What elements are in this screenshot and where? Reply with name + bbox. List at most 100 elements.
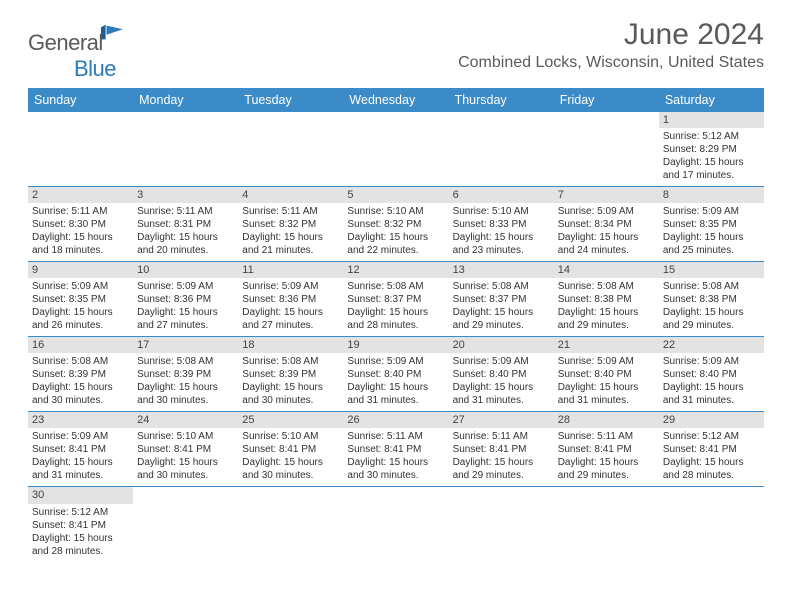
calendar-cell bbox=[554, 112, 659, 187]
sunset-line: Sunset: 8:41 PM bbox=[558, 443, 655, 456]
day-number: 25 bbox=[238, 412, 343, 428]
brand-name: GeneralBlue bbox=[28, 24, 123, 82]
day-details: Sunrise: 5:08 AMSunset: 8:39 PMDaylight:… bbox=[133, 353, 238, 411]
calendar-cell: 21Sunrise: 5:09 AMSunset: 8:40 PMDayligh… bbox=[554, 337, 659, 412]
day-details: Sunrise: 5:08 AMSunset: 8:39 PMDaylight:… bbox=[238, 353, 343, 411]
calendar-cell bbox=[238, 112, 343, 187]
calendar-cell: 13Sunrise: 5:08 AMSunset: 8:37 PMDayligh… bbox=[449, 262, 554, 337]
sunset-line: Sunset: 8:38 PM bbox=[663, 293, 760, 306]
day-number: 2 bbox=[28, 187, 133, 203]
sunset-line: Sunset: 8:39 PM bbox=[242, 368, 339, 381]
calendar-cell: 23Sunrise: 5:09 AMSunset: 8:41 PMDayligh… bbox=[28, 412, 133, 487]
day-number: 10 bbox=[133, 262, 238, 278]
calendar-cell: 28Sunrise: 5:11 AMSunset: 8:41 PMDayligh… bbox=[554, 412, 659, 487]
calendar-cell: 16Sunrise: 5:08 AMSunset: 8:39 PMDayligh… bbox=[28, 337, 133, 412]
sunrise-line: Sunrise: 5:08 AM bbox=[137, 355, 234, 368]
sunrise-line: Sunrise: 5:08 AM bbox=[453, 280, 550, 293]
sunset-line: Sunset: 8:41 PM bbox=[347, 443, 444, 456]
daylight-line: Daylight: 15 hours and 20 minutes. bbox=[137, 231, 234, 257]
day-number: 17 bbox=[133, 337, 238, 353]
sunset-line: Sunset: 8:41 PM bbox=[242, 443, 339, 456]
day-number: 1 bbox=[659, 112, 764, 128]
day-details: Sunrise: 5:09 AMSunset: 8:36 PMDaylight:… bbox=[133, 278, 238, 336]
day-number: 15 bbox=[659, 262, 764, 278]
day-details: Sunrise: 5:10 AMSunset: 8:33 PMDaylight:… bbox=[449, 203, 554, 261]
calendar-cell bbox=[343, 487, 448, 562]
calendar-row: 30Sunrise: 5:12 AMSunset: 8:41 PMDayligh… bbox=[28, 487, 764, 562]
sunset-line: Sunset: 8:40 PM bbox=[663, 368, 760, 381]
calendar-cell bbox=[343, 112, 448, 187]
calendar-cell: 12Sunrise: 5:08 AMSunset: 8:37 PMDayligh… bbox=[343, 262, 448, 337]
day-details: Sunrise: 5:10 AMSunset: 8:32 PMDaylight:… bbox=[343, 203, 448, 261]
sunrise-line: Sunrise: 5:10 AM bbox=[347, 205, 444, 218]
calendar-cell bbox=[133, 112, 238, 187]
sunrise-line: Sunrise: 5:12 AM bbox=[663, 430, 760, 443]
day-number: 27 bbox=[449, 412, 554, 428]
daylight-line: Daylight: 15 hours and 30 minutes. bbox=[32, 381, 129, 407]
sunset-line: Sunset: 8:32 PM bbox=[347, 218, 444, 231]
daylight-line: Daylight: 15 hours and 30 minutes. bbox=[347, 456, 444, 482]
calendar-cell: 20Sunrise: 5:09 AMSunset: 8:40 PMDayligh… bbox=[449, 337, 554, 412]
calendar-cell: 2Sunrise: 5:11 AMSunset: 8:30 PMDaylight… bbox=[28, 187, 133, 262]
calendar-cell bbox=[449, 112, 554, 187]
daylight-line: Daylight: 15 hours and 24 minutes. bbox=[558, 231, 655, 257]
day-details: Sunrise: 5:11 AMSunset: 8:30 PMDaylight:… bbox=[28, 203, 133, 261]
weekday-header: Thursday bbox=[449, 88, 554, 112]
sunrise-line: Sunrise: 5:09 AM bbox=[453, 355, 550, 368]
sunset-line: Sunset: 8:30 PM bbox=[32, 218, 129, 231]
day-details: Sunrise: 5:08 AMSunset: 8:37 PMDaylight:… bbox=[343, 278, 448, 336]
sunrise-line: Sunrise: 5:12 AM bbox=[663, 130, 760, 143]
day-number: 30 bbox=[28, 487, 133, 503]
daylight-line: Daylight: 15 hours and 31 minutes. bbox=[453, 381, 550, 407]
calendar-cell: 4Sunrise: 5:11 AMSunset: 8:32 PMDaylight… bbox=[238, 187, 343, 262]
calendar-cell: 15Sunrise: 5:08 AMSunset: 8:38 PMDayligh… bbox=[659, 262, 764, 337]
daylight-line: Daylight: 15 hours and 25 minutes. bbox=[663, 231, 760, 257]
daylight-line: Daylight: 15 hours and 28 minutes. bbox=[32, 532, 129, 558]
sunrise-line: Sunrise: 5:08 AM bbox=[663, 280, 760, 293]
calendar-cell: 9Sunrise: 5:09 AMSunset: 8:35 PMDaylight… bbox=[28, 262, 133, 337]
sunset-line: Sunset: 8:38 PM bbox=[558, 293, 655, 306]
calendar-cell: 11Sunrise: 5:09 AMSunset: 8:36 PMDayligh… bbox=[238, 262, 343, 337]
daylight-line: Daylight: 15 hours and 29 minutes. bbox=[558, 306, 655, 332]
daylight-line: Daylight: 15 hours and 29 minutes. bbox=[453, 456, 550, 482]
sunset-line: Sunset: 8:39 PM bbox=[137, 368, 234, 381]
sunset-line: Sunset: 8:36 PM bbox=[137, 293, 234, 306]
calendar-row: 23Sunrise: 5:09 AMSunset: 8:41 PMDayligh… bbox=[28, 412, 764, 487]
day-details: Sunrise: 5:09 AMSunset: 8:36 PMDaylight:… bbox=[238, 278, 343, 336]
sunrise-line: Sunrise: 5:09 AM bbox=[558, 205, 655, 218]
sunrise-line: Sunrise: 5:11 AM bbox=[32, 205, 129, 218]
sunrise-line: Sunrise: 5:09 AM bbox=[663, 205, 760, 218]
weekday-header: Friday bbox=[554, 88, 659, 112]
sunrise-line: Sunrise: 5:09 AM bbox=[32, 430, 129, 443]
calendar-cell: 26Sunrise: 5:11 AMSunset: 8:41 PMDayligh… bbox=[343, 412, 448, 487]
weekday-header: Wednesday bbox=[343, 88, 448, 112]
calendar-cell: 7Sunrise: 5:09 AMSunset: 8:34 PMDaylight… bbox=[554, 187, 659, 262]
calendar-cell: 8Sunrise: 5:09 AMSunset: 8:35 PMDaylight… bbox=[659, 187, 764, 262]
day-details: Sunrise: 5:08 AMSunset: 8:38 PMDaylight:… bbox=[659, 278, 764, 336]
daylight-line: Daylight: 15 hours and 28 minutes. bbox=[663, 456, 760, 482]
sunrise-line: Sunrise: 5:09 AM bbox=[558, 355, 655, 368]
day-number: 26 bbox=[343, 412, 448, 428]
weekday-header: Saturday bbox=[659, 88, 764, 112]
day-number: 11 bbox=[238, 262, 343, 278]
day-number: 8 bbox=[659, 187, 764, 203]
header: GeneralBlue June 2024 Combined Locks, Wi… bbox=[28, 18, 764, 82]
sunset-line: Sunset: 8:41 PM bbox=[137, 443, 234, 456]
calendar-cell bbox=[554, 487, 659, 562]
calendar-row: 9Sunrise: 5:09 AMSunset: 8:35 PMDaylight… bbox=[28, 262, 764, 337]
weekday-header-row: SundayMondayTuesdayWednesdayThursdayFrid… bbox=[28, 88, 764, 112]
sunrise-line: Sunrise: 5:09 AM bbox=[242, 280, 339, 293]
sunrise-line: Sunrise: 5:09 AM bbox=[137, 280, 234, 293]
sunrise-line: Sunrise: 5:08 AM bbox=[242, 355, 339, 368]
weekday-header: Monday bbox=[133, 88, 238, 112]
daylight-line: Daylight: 15 hours and 31 minutes. bbox=[32, 456, 129, 482]
calendar-cell: 1Sunrise: 5:12 AMSunset: 8:29 PMDaylight… bbox=[659, 112, 764, 187]
daylight-line: Daylight: 15 hours and 27 minutes. bbox=[137, 306, 234, 332]
daylight-line: Daylight: 15 hours and 29 minutes. bbox=[663, 306, 760, 332]
day-number: 13 bbox=[449, 262, 554, 278]
calendar-row: 2Sunrise: 5:11 AMSunset: 8:30 PMDaylight… bbox=[28, 187, 764, 262]
sunrise-line: Sunrise: 5:09 AM bbox=[347, 355, 444, 368]
calendar-cell: 30Sunrise: 5:12 AMSunset: 8:41 PMDayligh… bbox=[28, 487, 133, 562]
sunset-line: Sunset: 8:37 PM bbox=[453, 293, 550, 306]
day-number: 29 bbox=[659, 412, 764, 428]
